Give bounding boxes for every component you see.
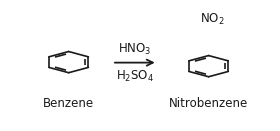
Text: H$_2$SO$_4$: H$_2$SO$_4$ (116, 69, 154, 84)
Text: Nitrobenzene: Nitrobenzene (169, 97, 248, 110)
Text: NO$_2$: NO$_2$ (200, 12, 224, 27)
Text: Benzene: Benzene (43, 97, 94, 110)
Text: HNO$_3$: HNO$_3$ (118, 41, 151, 57)
